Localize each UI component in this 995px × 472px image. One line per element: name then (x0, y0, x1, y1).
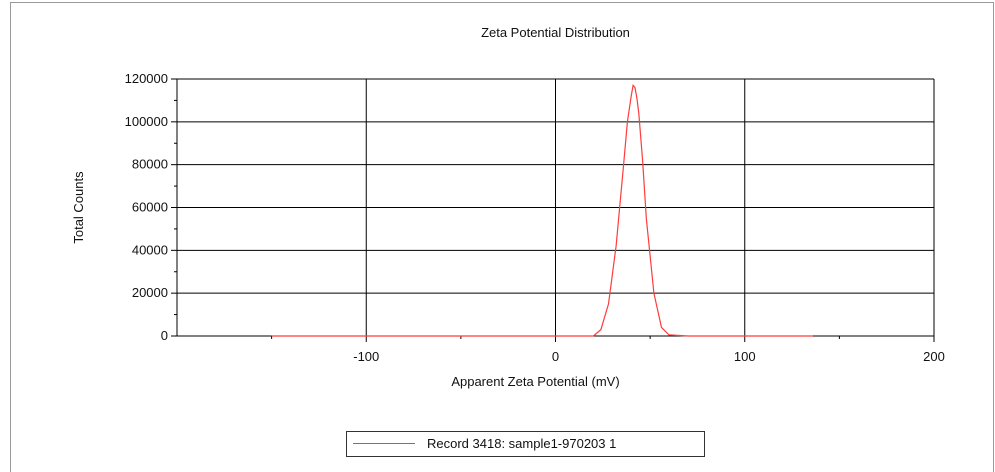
legend-label: Record 3418: sample1-970203 1 (427, 436, 617, 451)
x-tick-label: 0 (552, 349, 559, 364)
series-layer (271, 84, 813, 337)
x-tick-label: 200 (923, 349, 945, 364)
chart-svg: Zeta Potential Distribution 0 20000 40000 6… (71, 25, 945, 389)
y-tick-label: 80000 (132, 157, 168, 172)
y-tick-label: 0 (161, 328, 168, 343)
legend-line-swatch (353, 443, 415, 444)
chart-frame: Zeta Potential Distribution 0 20000 40000 6… (10, 2, 994, 472)
y-tick-label: 20000 (132, 285, 168, 300)
y-axis-label: Total Counts (71, 171, 86, 244)
y-tick-label: 40000 (132, 242, 168, 257)
y-tick-label: 100000 (125, 114, 168, 129)
grid-layer (177, 78, 934, 336)
x-tick-label: -100 (353, 349, 379, 364)
x-tick-label: 100 (734, 349, 756, 364)
chart-title: Zeta Potential Distribution (481, 25, 630, 40)
series-line (271, 84, 813, 337)
y-tick-label: 60000 (132, 200, 168, 215)
x-axis-label: Apparent Zeta Potential (mV) (451, 374, 619, 389)
legend: Record 3418: sample1-970203 1 (346, 431, 705, 457)
axis-layer (171, 78, 935, 342)
tick-label-layer: 0 20000 40000 60000 80000 100000 120000 -100 0 10… (125, 71, 945, 364)
y-tick-label: 120000 (125, 71, 168, 86)
